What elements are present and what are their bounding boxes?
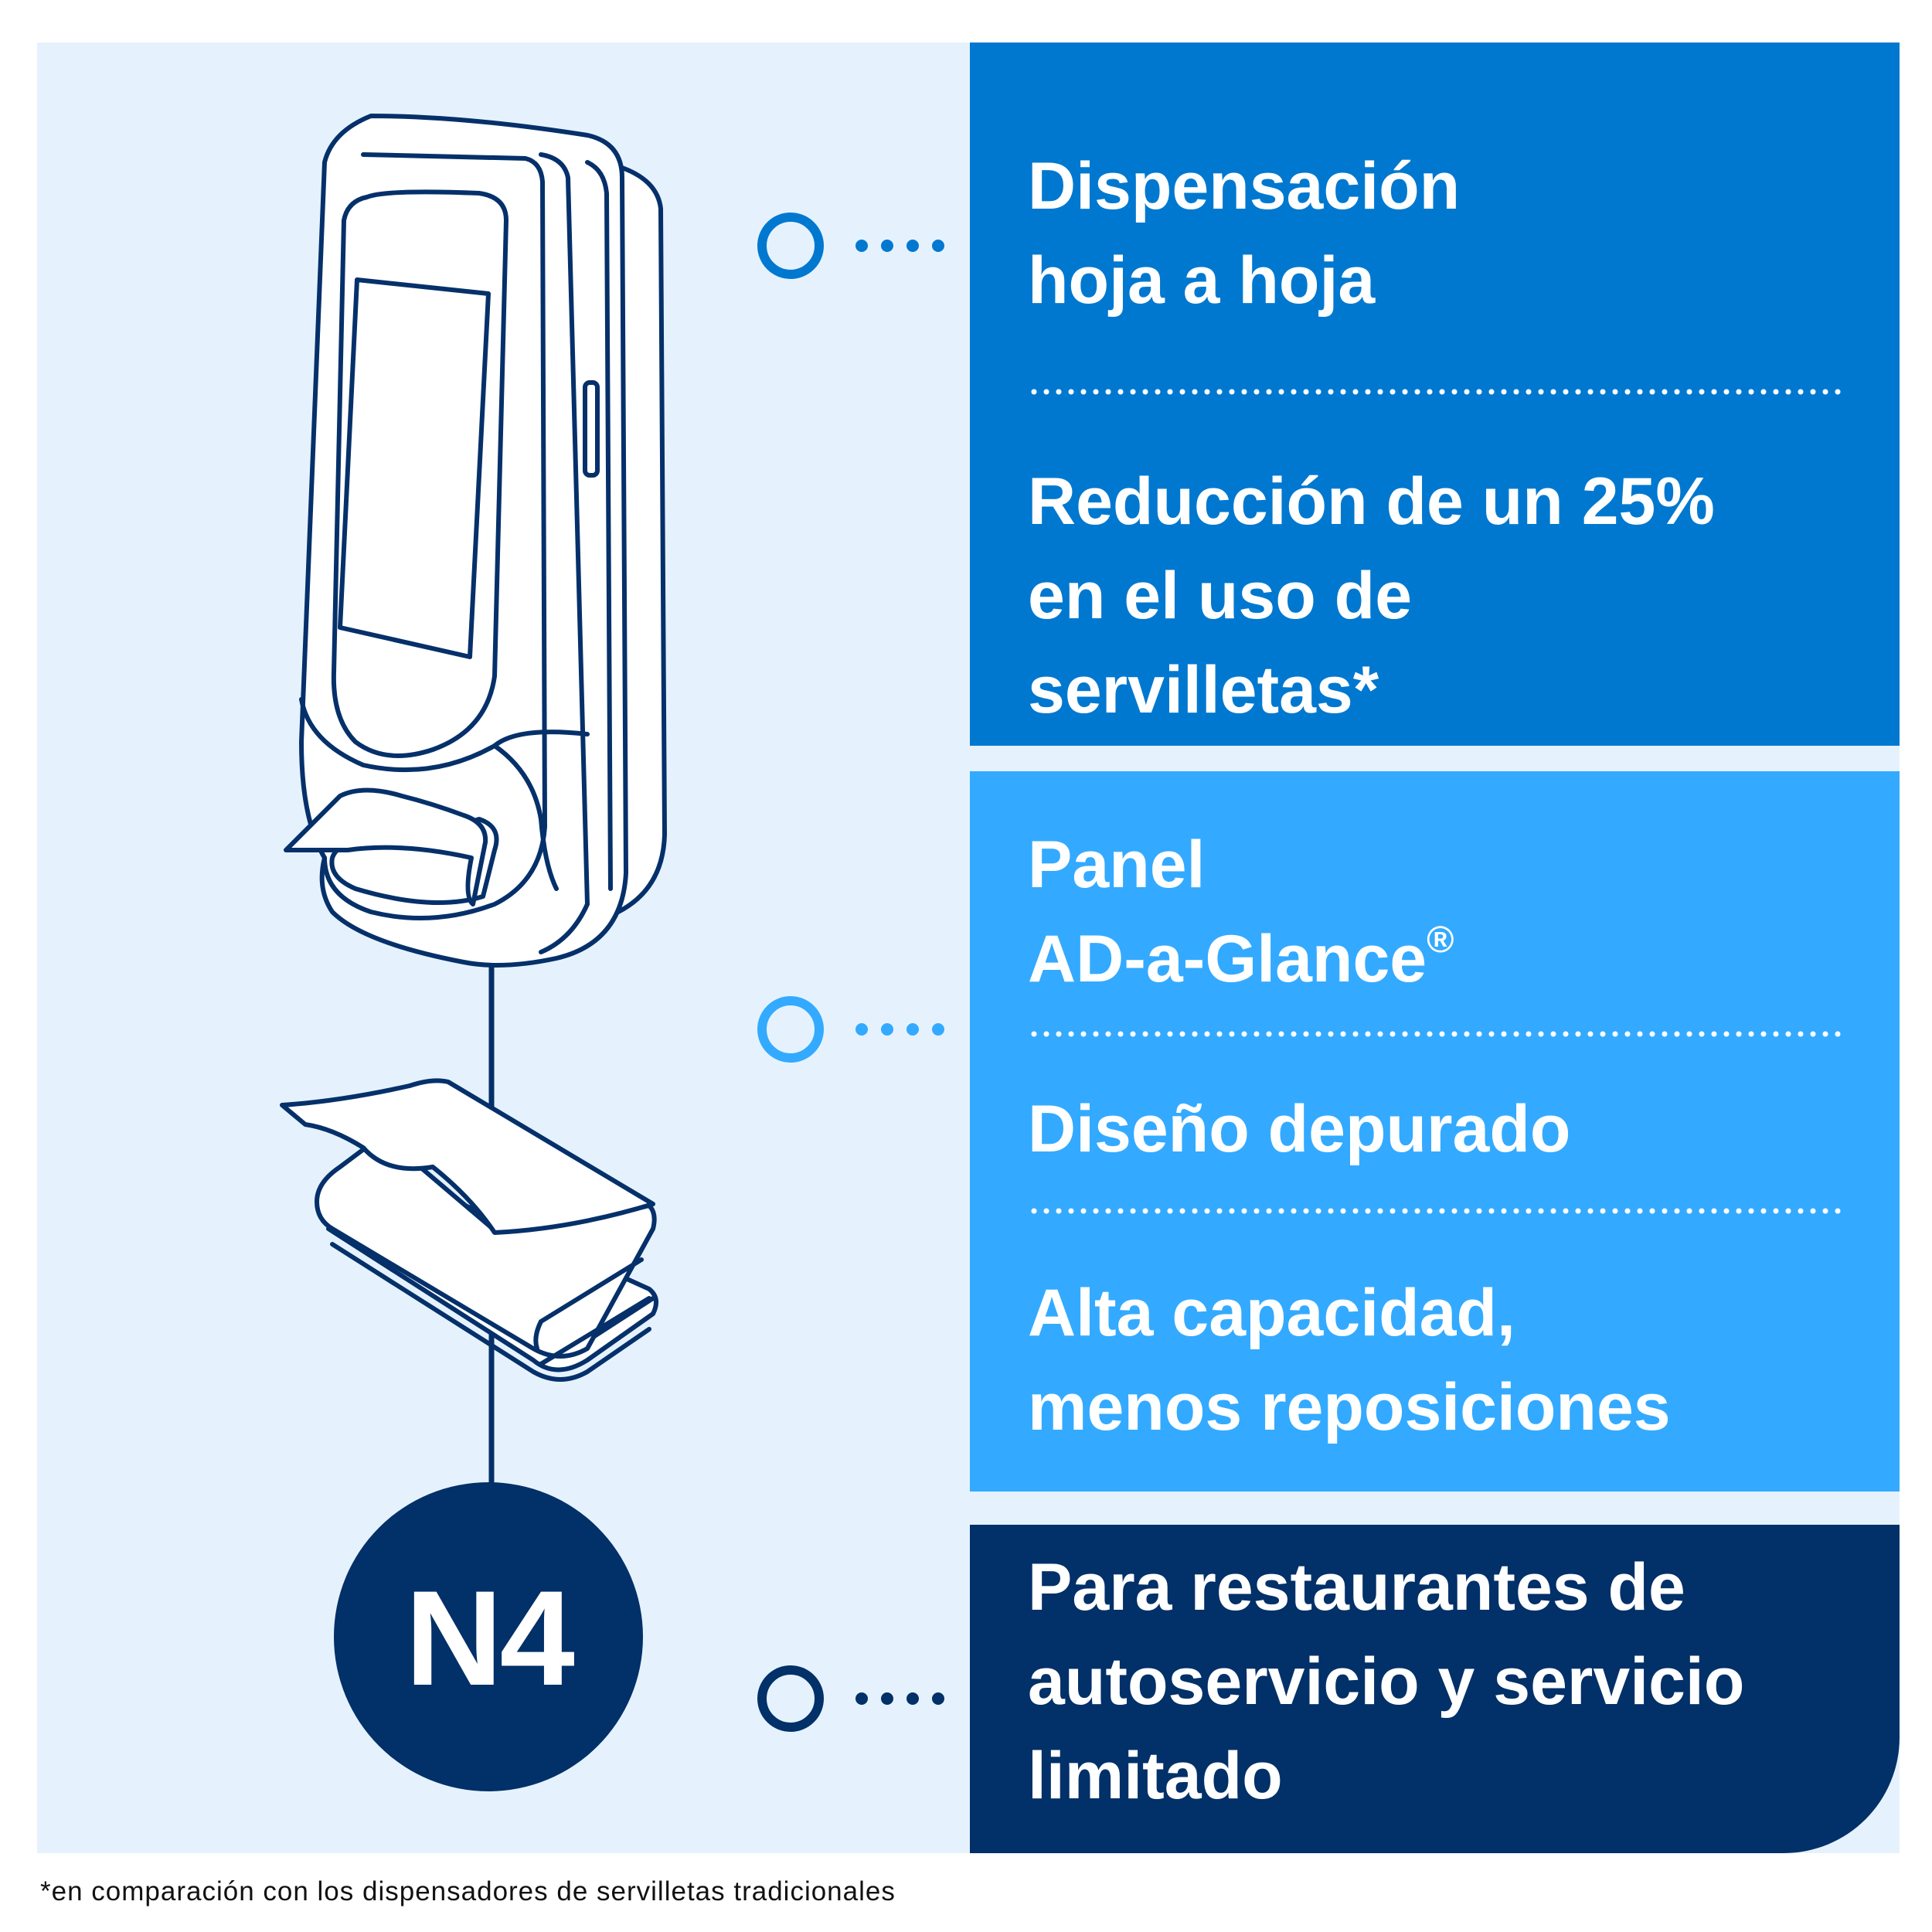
dotted-separator [1028, 1031, 1847, 1037]
connector-circle-icon [757, 213, 824, 279]
feature-panel-restaurants: Para restaurantes de autoservicio y serv… [970, 1525, 1900, 1853]
feature-ad-a-glance-text: Panel AD-a-Glance [1028, 828, 1427, 996]
dotted-separator [1028, 389, 1847, 395]
registered-mark: ® [1427, 920, 1454, 961]
folded-napkins-icon [280, 1078, 658, 1382]
connector-3 [757, 1665, 944, 1732]
feature-panel-ad: Panel AD-a-Glance® Diseño depurado Alta … [970, 771, 1900, 1492]
feature-high-capacity: Alta capacidad, menos reposiciones [1028, 1276, 1671, 1444]
footnote: *en comparación con los dispensadores de… [40, 1876, 896, 1906]
connector-circle-icon [757, 996, 824, 1063]
n4-badge-circle [334, 1482, 643, 1791]
feature-clean-design: Diseño depurado [1028, 1092, 1571, 1166]
feature-sheet-dispensing: Dispensación hoja a hoja [1028, 149, 1461, 318]
feature-panel-dispensing: Dispensación hoja a hoja Reducción de un… [970, 43, 1900, 746]
n4-badge-label: N4 [405, 1563, 574, 1714]
connector-2 [757, 996, 944, 1063]
feature-ad-a-glance: Panel AD-a-Glance® [1028, 818, 1861, 1006]
feature-restaurants: Para restaurantes de autoservicio y serv… [1028, 1550, 1745, 1813]
dotted-separator [1028, 1208, 1847, 1214]
feature-napkin-reduction: Reducción de un 25% en el uso de servill… [1028, 464, 1715, 727]
connector-1 [757, 213, 944, 279]
napkin-dispenser-icon [284, 114, 667, 968]
connector-circle-icon [757, 1665, 824, 1732]
